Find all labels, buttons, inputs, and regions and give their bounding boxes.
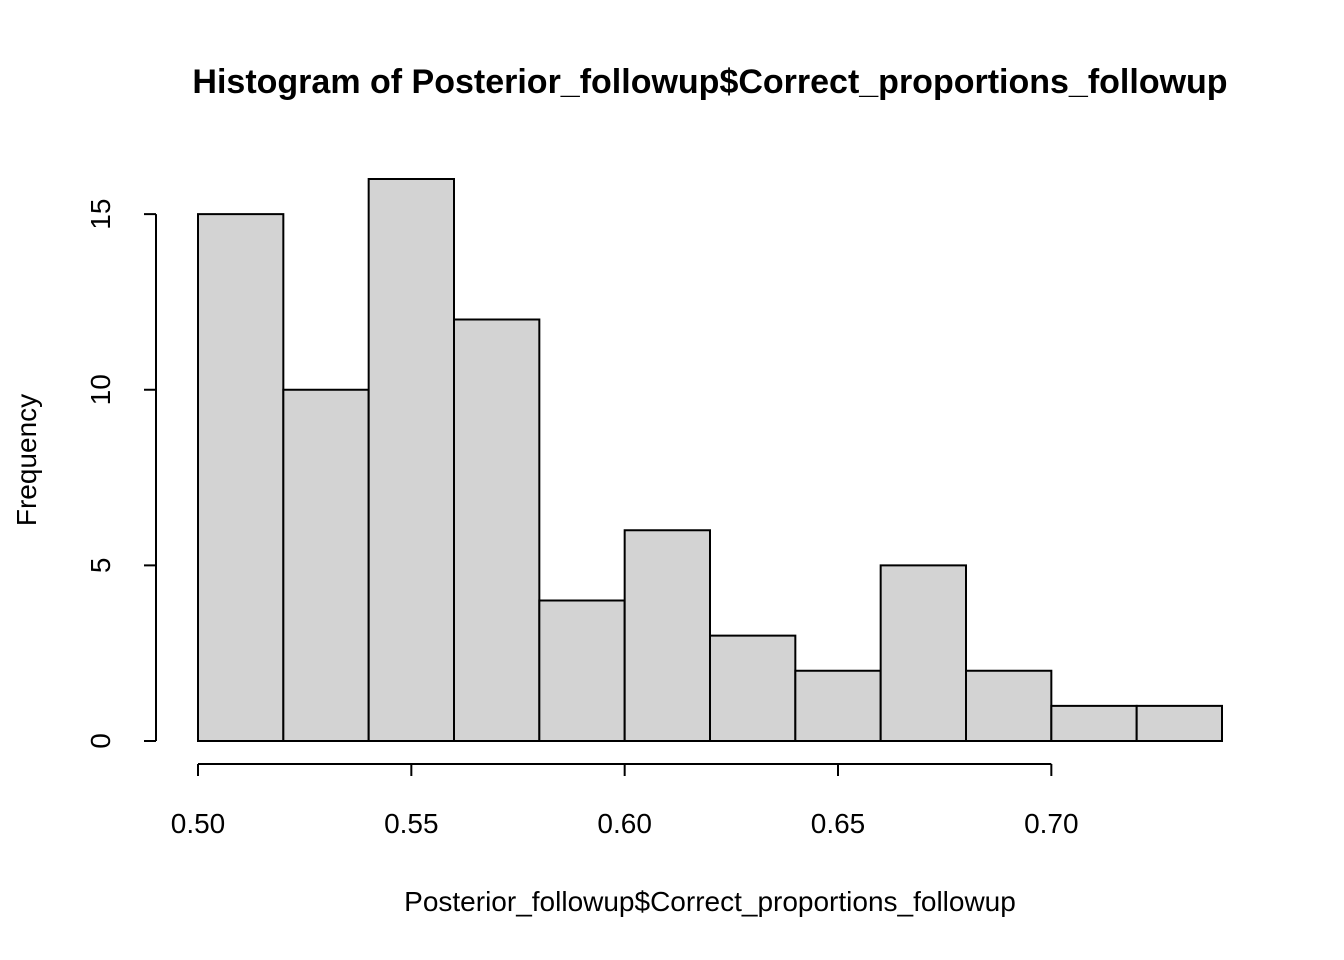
histogram-bar bbox=[197, 213, 285, 742]
y-tick-label: 10 bbox=[85, 374, 116, 405]
x-tick-label: 0.65 bbox=[811, 808, 866, 839]
histogram-bar bbox=[965, 669, 1053, 742]
y-tick-label: 15 bbox=[85, 199, 116, 230]
y-tick-label: 5 bbox=[85, 558, 116, 574]
histogram-bar bbox=[709, 634, 797, 742]
histogram-bar bbox=[1135, 704, 1223, 742]
chart-title: Histogram of Posterior_followup$Correct_… bbox=[192, 63, 1227, 101]
bars-group bbox=[197, 178, 1223, 742]
x-axis-label: Posterior_followup$Correct_proportions_f… bbox=[404, 886, 1016, 917]
histogram-bar bbox=[879, 564, 968, 742]
y-tick-label: 0 bbox=[85, 733, 116, 749]
y-axis: 0 5 10 15 bbox=[85, 199, 157, 749]
x-tick-label: 0.60 bbox=[597, 808, 652, 839]
x-tick-label: 0.55 bbox=[384, 808, 439, 839]
histogram-bar bbox=[538, 599, 626, 742]
x-tick-label: 0.70 bbox=[1024, 808, 1079, 839]
histogram-bar bbox=[1050, 704, 1138, 742]
histogram-bar bbox=[794, 669, 882, 742]
x-axis: 0.50 0.55 0.60 0.65 0.70 bbox=[171, 763, 1079, 839]
x-tick-label: 0.50 bbox=[171, 808, 226, 839]
histogram-bar bbox=[623, 529, 712, 742]
histogram-bar bbox=[367, 178, 455, 742]
histogram-bar bbox=[282, 388, 370, 742]
y-axis-label: Frequency bbox=[11, 394, 42, 526]
histogram-bar bbox=[453, 318, 541, 742]
